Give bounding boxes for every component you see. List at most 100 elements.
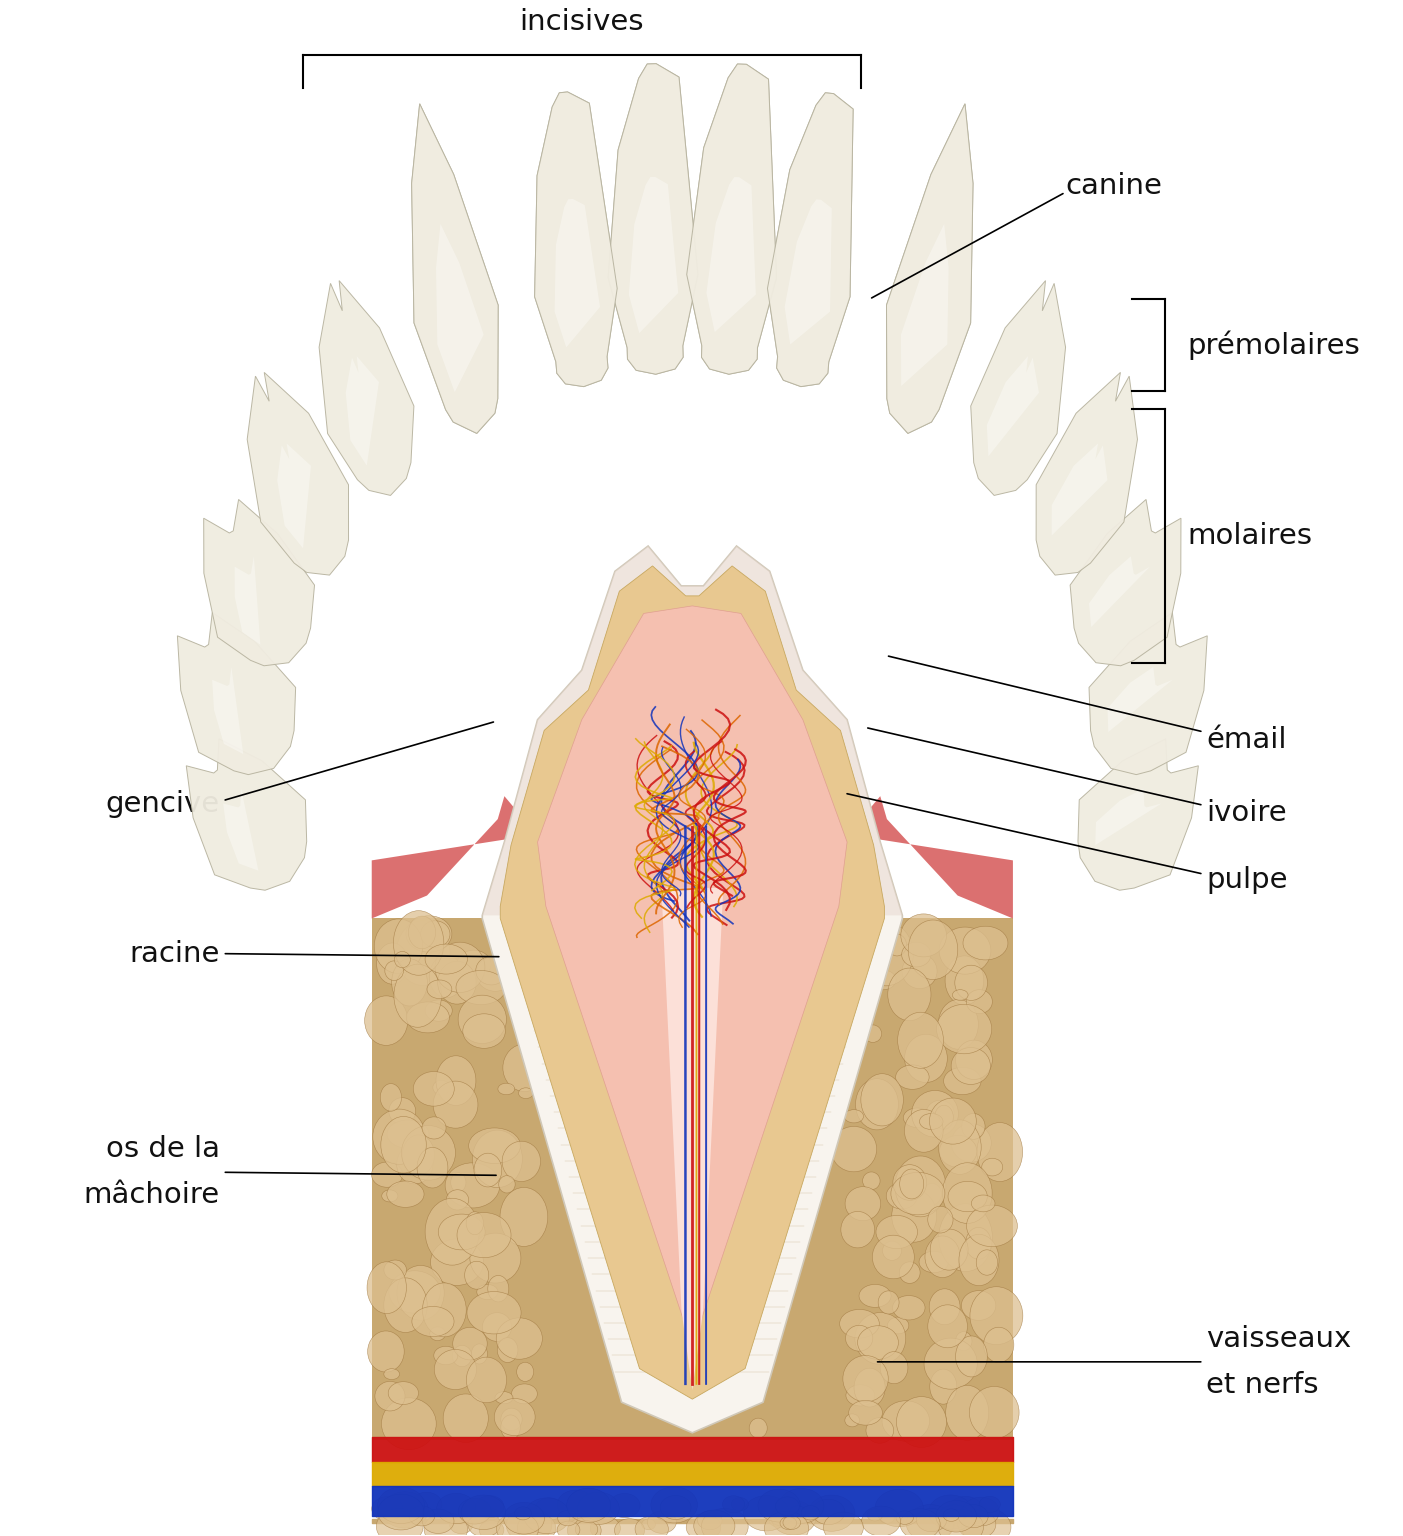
Ellipse shape [723,1496,745,1513]
Ellipse shape [772,1501,817,1534]
Ellipse shape [958,1510,996,1536]
Ellipse shape [857,1326,898,1359]
Ellipse shape [488,1275,509,1303]
Ellipse shape [769,1513,787,1527]
Text: prémolaires: prémolaires [1187,330,1360,359]
Polygon shape [1052,444,1107,536]
Polygon shape [436,224,484,392]
Ellipse shape [477,1284,498,1299]
Ellipse shape [394,951,410,968]
Polygon shape [607,63,697,375]
Ellipse shape [405,915,452,952]
Ellipse shape [422,1117,446,1140]
Ellipse shape [946,955,984,1005]
Ellipse shape [471,1344,487,1364]
Ellipse shape [641,1519,655,1530]
Ellipse shape [697,1511,723,1530]
Ellipse shape [377,1495,424,1530]
Ellipse shape [882,1241,902,1261]
Ellipse shape [425,1198,480,1266]
Ellipse shape [854,1313,906,1364]
Ellipse shape [897,1396,947,1447]
Ellipse shape [523,925,543,945]
Ellipse shape [946,1385,989,1441]
Ellipse shape [693,1510,735,1536]
Polygon shape [629,177,678,333]
Ellipse shape [867,1508,882,1521]
Ellipse shape [651,1487,697,1522]
Ellipse shape [843,1355,888,1402]
Ellipse shape [846,1385,874,1405]
Polygon shape [901,224,948,386]
Ellipse shape [436,1493,476,1524]
Ellipse shape [951,1124,992,1163]
Ellipse shape [483,1313,512,1341]
Ellipse shape [502,1141,540,1181]
Ellipse shape [939,1120,981,1175]
Ellipse shape [845,1187,881,1221]
Ellipse shape [417,1147,448,1187]
Ellipse shape [840,1212,874,1247]
Polygon shape [784,200,832,344]
Ellipse shape [967,1206,1017,1247]
Ellipse shape [780,1516,797,1530]
Ellipse shape [591,1516,620,1536]
Ellipse shape [943,1508,960,1521]
Ellipse shape [373,1109,425,1164]
Polygon shape [629,177,678,333]
Polygon shape [661,888,724,1390]
Ellipse shape [459,995,506,1043]
Polygon shape [535,92,617,387]
Ellipse shape [499,1187,547,1246]
Ellipse shape [927,1206,953,1233]
Ellipse shape [892,1190,937,1243]
Text: gencive: gencive [105,790,220,817]
Ellipse shape [859,922,913,986]
Ellipse shape [377,1487,425,1524]
Ellipse shape [389,1270,441,1313]
Ellipse shape [397,1144,434,1184]
Ellipse shape [425,945,467,974]
Polygon shape [1107,667,1173,733]
Ellipse shape [824,1511,863,1536]
Ellipse shape [450,1174,466,1192]
Ellipse shape [731,1498,748,1511]
Ellipse shape [485,1508,499,1519]
Ellipse shape [868,969,897,989]
Polygon shape [411,104,498,433]
Polygon shape [1089,613,1207,774]
Polygon shape [212,667,243,754]
Ellipse shape [375,1381,405,1412]
Ellipse shape [401,1126,456,1180]
Polygon shape [223,788,258,871]
Ellipse shape [435,1350,477,1390]
Ellipse shape [469,1127,521,1163]
Ellipse shape [661,1496,692,1519]
Ellipse shape [875,1490,923,1527]
Ellipse shape [384,1369,400,1379]
Ellipse shape [939,1204,992,1272]
Ellipse shape [476,955,515,991]
Text: incisives: incisives [519,8,644,37]
Ellipse shape [434,1346,457,1366]
Ellipse shape [904,1107,930,1127]
Polygon shape [767,92,853,387]
Ellipse shape [476,1496,504,1518]
Ellipse shape [443,1395,488,1442]
Ellipse shape [647,1511,676,1533]
Ellipse shape [384,1260,407,1279]
Ellipse shape [425,1000,452,1021]
Text: canine: canine [1065,172,1162,200]
Ellipse shape [467,1292,521,1333]
Ellipse shape [501,1415,521,1439]
Ellipse shape [459,1499,491,1524]
Ellipse shape [936,1501,976,1531]
Ellipse shape [384,1278,427,1333]
Ellipse shape [456,971,506,1005]
Ellipse shape [464,1261,488,1289]
Ellipse shape [783,1516,801,1530]
Polygon shape [1037,372,1138,574]
Ellipse shape [502,1044,547,1092]
Ellipse shape [906,1505,954,1536]
Ellipse shape [387,1120,429,1149]
